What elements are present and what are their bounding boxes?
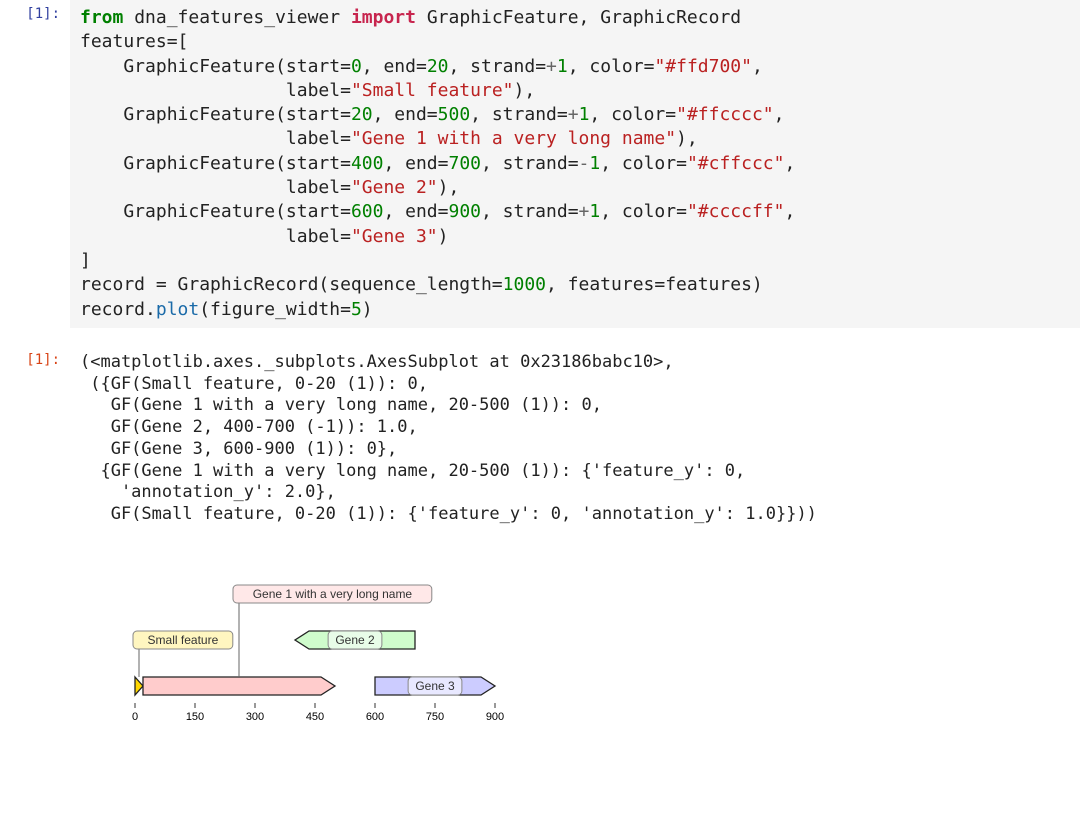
- output-prompt: [1]:: [0, 346, 70, 368]
- keyword-from: from: [80, 7, 123, 28]
- input-cell: [1]: from dna_features_viewer import Gra…: [0, 0, 1080, 328]
- feature-label: Gene 3: [415, 679, 455, 693]
- keyword-import: import: [351, 7, 416, 28]
- output-cell: [1]: (<matplotlib.axes._subplots.AxesSub…: [0, 346, 1080, 532]
- axis-tick-label: 900: [486, 711, 504, 723]
- feature-label: Small feature: [148, 633, 219, 647]
- output-text: (<matplotlib.axes._subplots.AxesSubplot …: [70, 346, 1080, 532]
- axis-tick-label: 750: [426, 711, 444, 723]
- code-input[interactable]: from dna_features_viewer import GraphicF…: [70, 0, 1080, 328]
- axis-tick-label: 150: [186, 711, 204, 723]
- axis-tick-label: 600: [366, 711, 384, 723]
- input-prompt: [1]:: [0, 0, 70, 22]
- feature-arrow: [135, 677, 143, 695]
- feature-arrow: [143, 677, 335, 695]
- axis-tick-label: 300: [246, 711, 264, 723]
- feature-label: Gene 2: [335, 633, 375, 647]
- feature-label: Gene 1 with a very long name: [253, 587, 413, 601]
- axis-tick-label: 0: [132, 711, 138, 723]
- axis-tick-label: 450: [306, 711, 324, 723]
- output-figure-cell: Gene 2 Gene 3 Small feature Gene 1 with a v…: [0, 532, 1080, 737]
- gene-track-chart: Gene 2 Gene 3 Small feature Gene 1 with a v…: [70, 532, 550, 737]
